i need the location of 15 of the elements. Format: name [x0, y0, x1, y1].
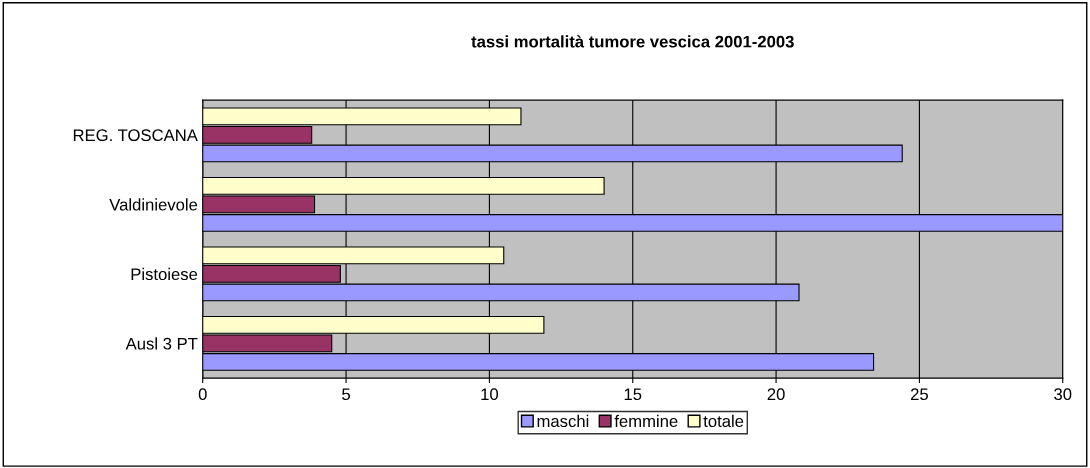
x-tick-label: 20 [767, 388, 785, 401]
y-tick-label: Valdinievole [109, 198, 198, 211]
x-tick-label: 30 [1054, 388, 1072, 401]
y-tick-label: Pistoiese [131, 267, 198, 281]
legend-label: maschi [537, 414, 589, 428]
legend-label: femmine [614, 414, 678, 428]
legend-label: totale [703, 414, 744, 428]
y-tick-label: REG. TOSCANA [73, 129, 198, 142]
x-tick-label: 10 [481, 388, 499, 401]
x-tick-label: 5 [342, 388, 351, 401]
x-tick-label: 25 [910, 388, 928, 401]
x-tick-label: 0 [198, 388, 207, 401]
x-tick-label: 15 [624, 388, 642, 401]
chart-title: tassi mortalità tumore vescica 2001-2003 [471, 35, 794, 48]
y-tick-label: Ausl 3 PT [125, 337, 198, 350]
